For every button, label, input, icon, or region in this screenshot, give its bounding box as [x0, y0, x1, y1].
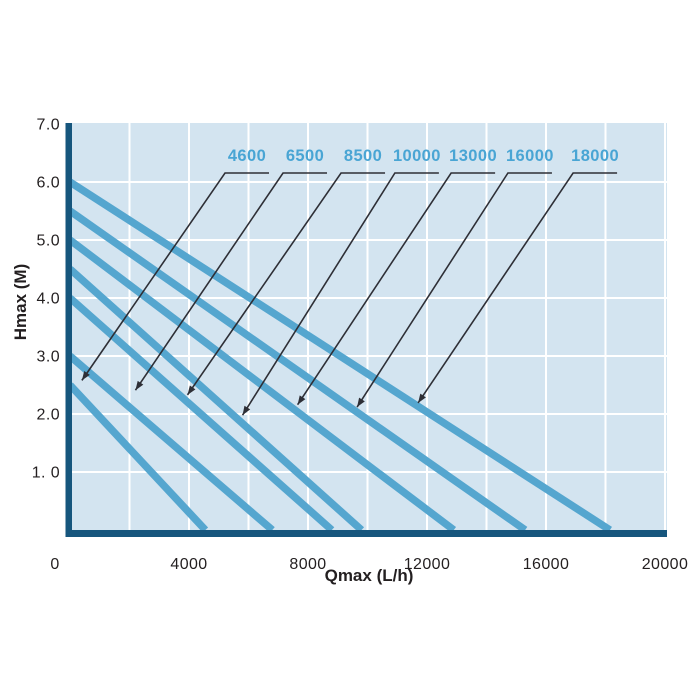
- callout-leader-6500: [134, 172, 328, 391]
- pump-curve-4600: [69, 382, 209, 531]
- callout-leader-8500: [186, 172, 386, 396]
- callout-leader-13000: [296, 172, 496, 406]
- x-tick-label-4000: 4000: [170, 556, 207, 573]
- plot-group: 4600 6500 8500 10000 13000 16000 18000 0 4000 800…: [32, 117, 689, 574]
- y-tick-label-2.0: 2.0: [37, 407, 60, 424]
- series-label-8500: 8500: [344, 147, 382, 165]
- callout-leader-16000: [356, 172, 552, 408]
- pump-curve-18000: [69, 178, 612, 531]
- callout-leader-4600: [81, 172, 270, 381]
- y-tick-label-3.0: 3.0: [37, 349, 60, 366]
- pump-curve-16000: [69, 207, 528, 531]
- series-label-18000: 18000: [571, 147, 619, 165]
- callout-arrowhead-13000: [297, 395, 306, 405]
- series-label-6500: 6500: [286, 147, 324, 165]
- x-tick-label-12000: 12000: [404, 556, 451, 573]
- y-axis-line: [65, 123, 72, 537]
- series-label-10000: 10000: [393, 147, 441, 165]
- series-label-4600: 4600: [228, 147, 266, 165]
- callout-leader-18000: [417, 172, 618, 404]
- x-tick-label-8000: 8000: [289, 556, 326, 573]
- series-label-13000: 13000: [449, 147, 497, 165]
- series-label-16000: 16000: [506, 147, 554, 165]
- y-tick-label-7.0: 7.0: [37, 117, 60, 134]
- x-tick-label-16000: 16000: [523, 556, 570, 573]
- x-axis-title: Qmax (L/h): [325, 566, 414, 585]
- x-tick-label-20000: 20000: [642, 556, 689, 573]
- y-axis-title: Hmax (M): [11, 264, 30, 341]
- callout-arrowhead-16000: [357, 397, 365, 408]
- y-tick-label-4.0: 4.0: [37, 291, 60, 308]
- y-tick-label-1. 0: 1. 0: [32, 465, 60, 482]
- callout-arrowhead-10000: [242, 405, 251, 416]
- x-tick-label-0: 0: [50, 556, 59, 573]
- callout-arrowhead-18000: [418, 393, 426, 403]
- callout-leader-10000: [241, 172, 439, 416]
- callout-arrowhead-8500: [187, 385, 196, 395]
- pump-curve-6500: [69, 353, 275, 531]
- callout-arrowhead-6500: [135, 380, 144, 391]
- x-axis-line: [65, 530, 667, 537]
- y-tick-label-5.0: 5.0: [37, 233, 60, 250]
- pump-curve-8500: [69, 295, 335, 531]
- y-tick-label-6.0: 6.0: [37, 175, 60, 192]
- callout-arrowhead-4600: [81, 371, 90, 381]
- pump-curve-10000: [69, 266, 365, 531]
